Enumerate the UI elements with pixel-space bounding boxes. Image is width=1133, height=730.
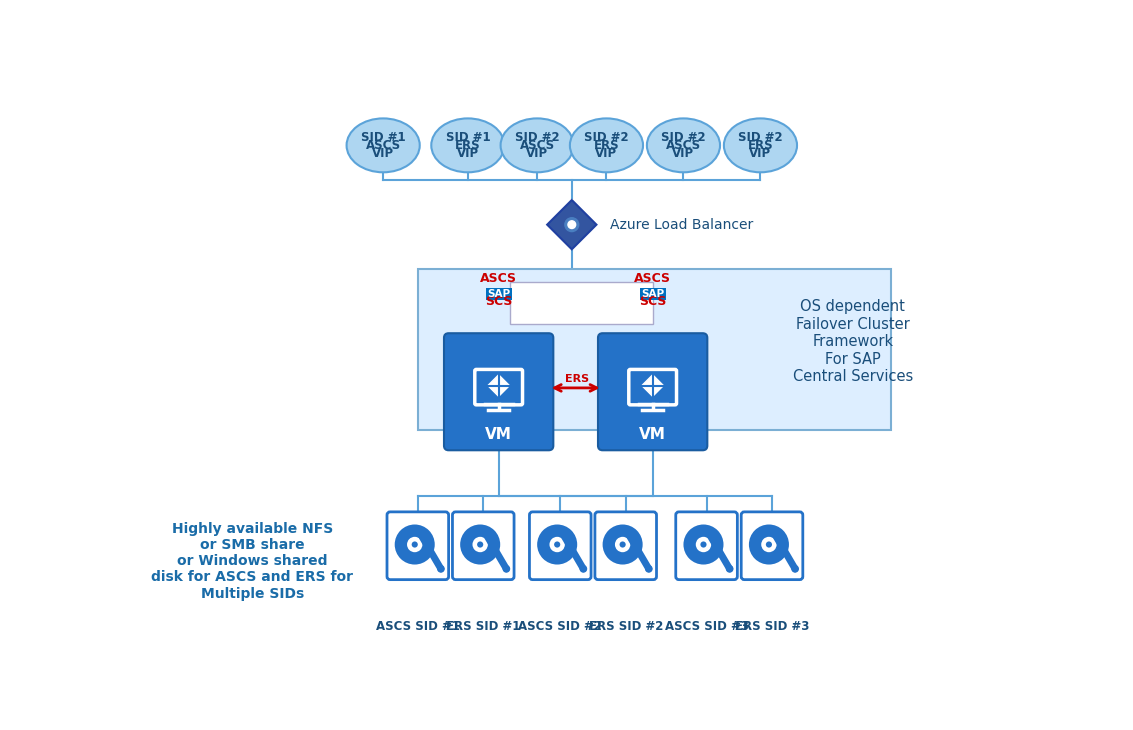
- Text: SID #2: SID #2: [514, 131, 560, 144]
- Text: ASCS SID #1: ASCS SID #1: [376, 620, 460, 633]
- Polygon shape: [642, 374, 664, 396]
- Text: Azure Load Balancer: Azure Load Balancer: [611, 218, 753, 231]
- Circle shape: [537, 524, 577, 564]
- Circle shape: [696, 537, 712, 552]
- Circle shape: [565, 218, 579, 231]
- Text: ERS: ERS: [748, 139, 773, 152]
- Text: SAP: SAP: [641, 289, 664, 299]
- Text: OS dependent
Failover Cluster
Framework
For SAP
Central Services: OS dependent Failover Cluster Framework …: [793, 299, 913, 384]
- Text: ERS: ERS: [565, 374, 589, 384]
- Text: ASCS: ASCS: [480, 272, 517, 285]
- FancyBboxPatch shape: [741, 512, 803, 580]
- Text: SCS: SCS: [485, 295, 512, 308]
- Text: SID #1: SID #1: [360, 131, 406, 144]
- Polygon shape: [488, 374, 510, 396]
- Text: ASCS: ASCS: [666, 139, 701, 152]
- Circle shape: [407, 537, 423, 552]
- Text: ERS: ERS: [455, 139, 480, 152]
- Text: SID #2: SID #2: [738, 131, 783, 144]
- FancyBboxPatch shape: [475, 369, 522, 405]
- Text: ERS SID #1: ERS SID #1: [446, 620, 520, 633]
- FancyBboxPatch shape: [598, 333, 707, 450]
- Text: SID #2: SID #2: [662, 131, 706, 144]
- Text: Highly available NFS
or SMB share
or Windows shared
disk for ASCS and ERS for
Mu: Highly available NFS or SMB share or Win…: [152, 522, 353, 601]
- Circle shape: [749, 524, 789, 564]
- Circle shape: [411, 542, 418, 548]
- Text: ERS: ERS: [594, 139, 620, 152]
- Text: ERS SID #2: ERS SID #2: [588, 620, 663, 633]
- Polygon shape: [547, 200, 596, 250]
- Circle shape: [550, 537, 565, 552]
- FancyBboxPatch shape: [595, 512, 656, 580]
- Ellipse shape: [501, 118, 573, 172]
- Text: VIP: VIP: [526, 147, 548, 160]
- Circle shape: [603, 524, 642, 564]
- FancyBboxPatch shape: [675, 512, 738, 580]
- Circle shape: [620, 542, 625, 548]
- FancyBboxPatch shape: [418, 269, 892, 430]
- FancyBboxPatch shape: [387, 512, 449, 580]
- Text: SAP: SAP: [487, 289, 510, 299]
- Circle shape: [394, 524, 435, 564]
- Ellipse shape: [647, 118, 721, 172]
- Circle shape: [472, 537, 488, 552]
- Circle shape: [554, 542, 560, 548]
- Circle shape: [726, 565, 733, 573]
- Bar: [486, 288, 512, 300]
- Circle shape: [791, 565, 799, 573]
- Bar: [510, 282, 653, 324]
- Text: VIP: VIP: [457, 147, 479, 160]
- Bar: [639, 288, 666, 300]
- Circle shape: [761, 537, 776, 552]
- Circle shape: [683, 524, 724, 564]
- Text: ASCS SID #3: ASCS SID #3: [665, 620, 749, 633]
- Circle shape: [615, 537, 630, 552]
- Text: VIP: VIP: [372, 147, 394, 160]
- Circle shape: [437, 565, 445, 573]
- Circle shape: [477, 542, 484, 548]
- Circle shape: [700, 542, 707, 548]
- Circle shape: [579, 565, 587, 573]
- Text: VIP: VIP: [672, 147, 695, 160]
- Text: SID #2: SID #2: [585, 131, 629, 144]
- Circle shape: [766, 542, 772, 548]
- Text: SCS: SCS: [639, 295, 666, 308]
- Text: ASCS: ASCS: [634, 272, 671, 285]
- FancyBboxPatch shape: [452, 512, 514, 580]
- Ellipse shape: [570, 118, 644, 172]
- Ellipse shape: [724, 118, 796, 172]
- Ellipse shape: [347, 118, 419, 172]
- FancyBboxPatch shape: [629, 369, 676, 405]
- Circle shape: [460, 524, 500, 564]
- Text: VM: VM: [639, 427, 666, 442]
- Text: ASCS: ASCS: [520, 139, 555, 152]
- Circle shape: [503, 565, 510, 573]
- Text: VIP: VIP: [749, 147, 772, 160]
- Circle shape: [568, 220, 576, 228]
- Text: VM: VM: [485, 427, 512, 442]
- Text: SID #1: SID #1: [445, 131, 491, 144]
- Circle shape: [645, 565, 653, 573]
- Text: VIP: VIP: [596, 147, 617, 160]
- Text: ERS SID #3: ERS SID #3: [735, 620, 809, 633]
- FancyBboxPatch shape: [529, 512, 591, 580]
- Ellipse shape: [432, 118, 504, 172]
- Text: ASCS SID #2: ASCS SID #2: [518, 620, 603, 633]
- FancyBboxPatch shape: [444, 333, 553, 450]
- Text: ASCS: ASCS: [366, 139, 401, 152]
